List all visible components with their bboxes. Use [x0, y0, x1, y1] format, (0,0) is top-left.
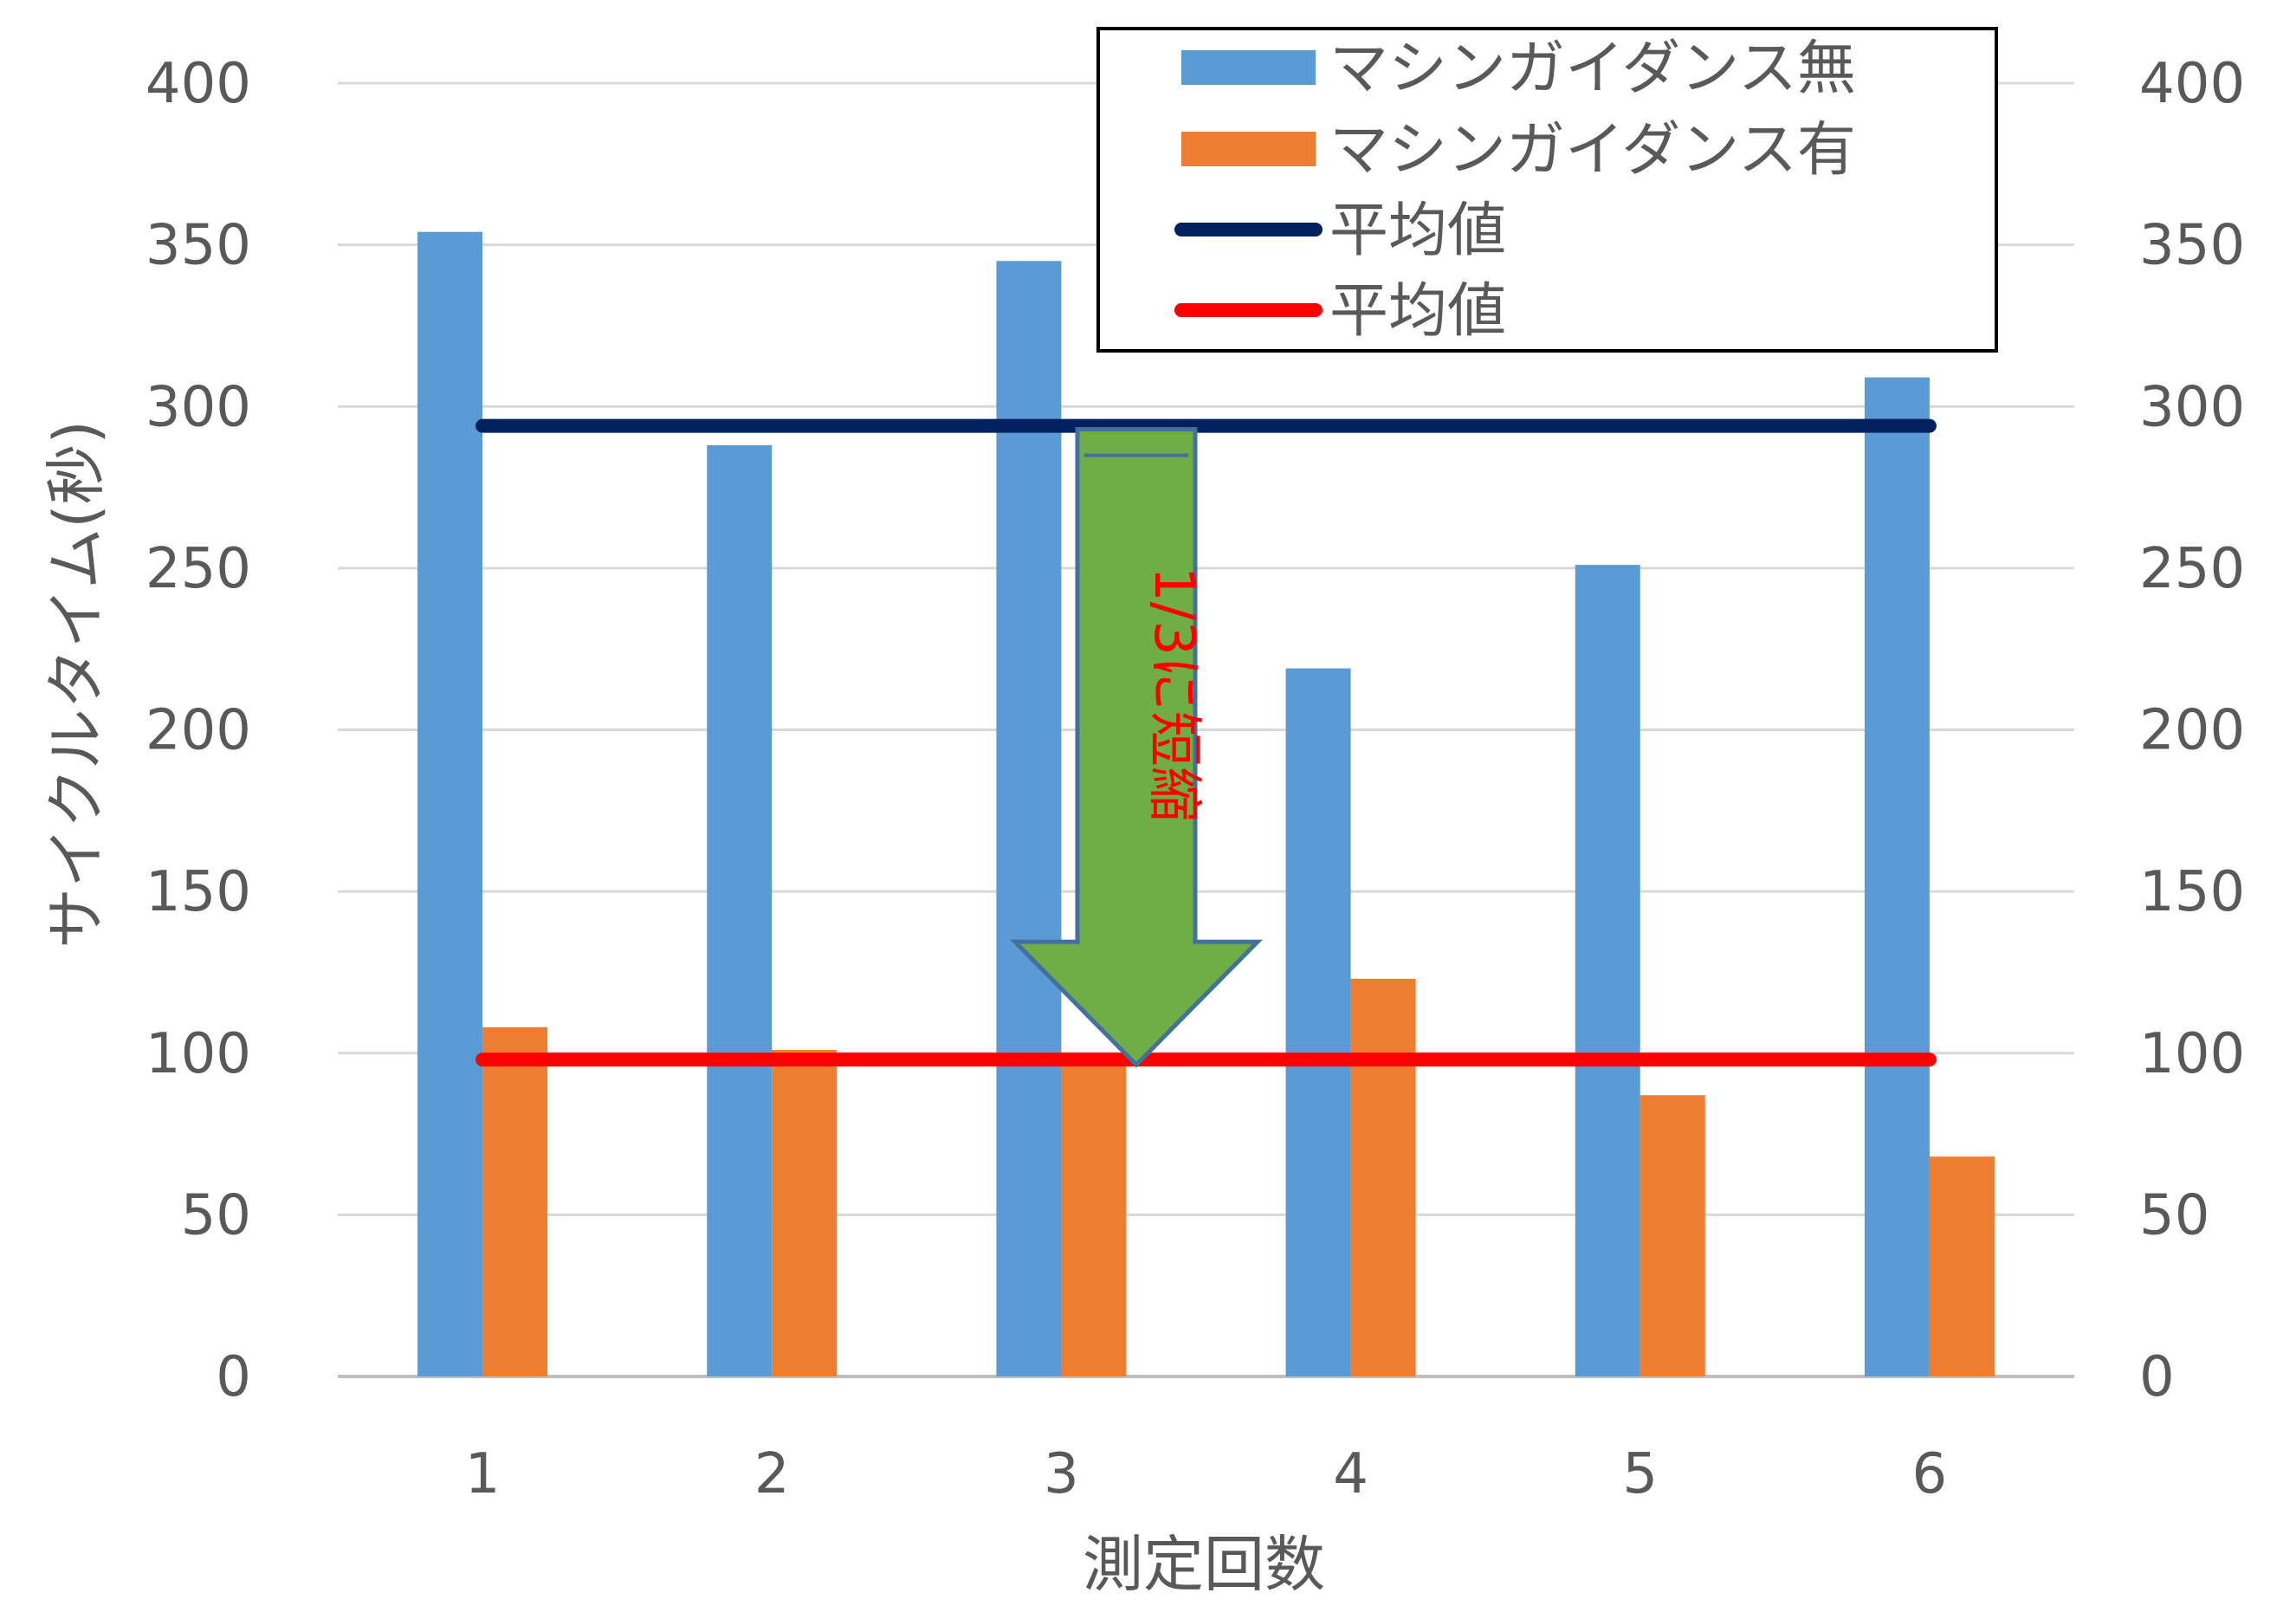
x-tick-label: 4	[1333, 1442, 1368, 1506]
bars-layer	[417, 231, 1995, 1377]
bar	[996, 261, 1062, 1377]
legend-label-no-guidance: マシンガイダンス無	[1329, 35, 1856, 103]
y-tick-label: 50	[181, 1183, 251, 1247]
legend-swatch-with-guidance	[1181, 132, 1316, 166]
y-tick-label: 350	[146, 214, 251, 278]
x-tick-label: 1	[465, 1442, 501, 1506]
bar	[482, 1026, 548, 1376]
bar	[1061, 1052, 1127, 1376]
x-axis-title: 測定回数	[1083, 1529, 1325, 1600]
secondary-y-tick-label: 350	[2139, 214, 2245, 278]
bar	[772, 1050, 838, 1376]
y-tick-label: 250	[146, 537, 251, 601]
secondary-y-tick-label: 200	[2139, 699, 2245, 763]
bar	[1350, 978, 1416, 1376]
bar	[1285, 668, 1351, 1376]
legend-label-avg-no-guidance: 平均値	[1329, 197, 1506, 265]
ticks-layer: 0 50 100 150 200 250 300 350 400 0 50 100 150 200 250 3…	[146, 52, 2245, 1506]
annotation-arrow-group: 1/3に短縮	[1010, 427, 1263, 1068]
secondary-y-tick-label: 250	[2139, 537, 2245, 601]
lines-layer	[475, 418, 1937, 1067]
y-tick-label: 100	[146, 1022, 251, 1086]
y-tick-label: 200	[146, 699, 251, 763]
y-axis-title: サイクルタイム(秒)	[41, 420, 112, 949]
y-tick-label: 150	[146, 860, 251, 924]
bar	[1640, 1095, 1705, 1376]
y-tick-label: 300	[146, 375, 251, 439]
bar	[707, 445, 773, 1376]
legend-swatch-no-guidance	[1181, 50, 1316, 85]
secondary-y-tick-label: 100	[2139, 1022, 2245, 1086]
x-tick-label: 6	[1912, 1442, 1948, 1506]
legend-label-avg-with-guidance: 平均値	[1329, 277, 1506, 346]
secondary-y-tick-label: 50	[2139, 1183, 2209, 1247]
y-tick-label: 400	[146, 52, 251, 116]
secondary-y-tick-label: 150	[2139, 860, 2245, 924]
annotation-label: 1/3に短縮	[1142, 567, 1206, 822]
bar	[1575, 565, 1640, 1376]
secondary-y-tick-label: 0	[2139, 1345, 2175, 1409]
x-tick-label: 5	[1622, 1442, 1658, 1506]
bar	[1929, 1156, 1995, 1376]
y-tick-label: 0	[216, 1345, 251, 1409]
x-tick-label: 3	[1044, 1442, 1079, 1506]
secondary-y-tick-label: 300	[2139, 375, 2245, 439]
legend: マシンガイダンス無 マシンガイダンス有 平均値 平均値	[1096, 27, 1998, 353]
annotation-arrow	[1010, 427, 1263, 1068]
bar	[417, 231, 483, 1376]
bar	[1864, 377, 1930, 1377]
secondary-y-tick-label: 400	[2139, 52, 2245, 116]
legend-label-with-guidance: マシンガイダンス有	[1329, 116, 1856, 185]
x-tick-label: 2	[754, 1442, 790, 1506]
